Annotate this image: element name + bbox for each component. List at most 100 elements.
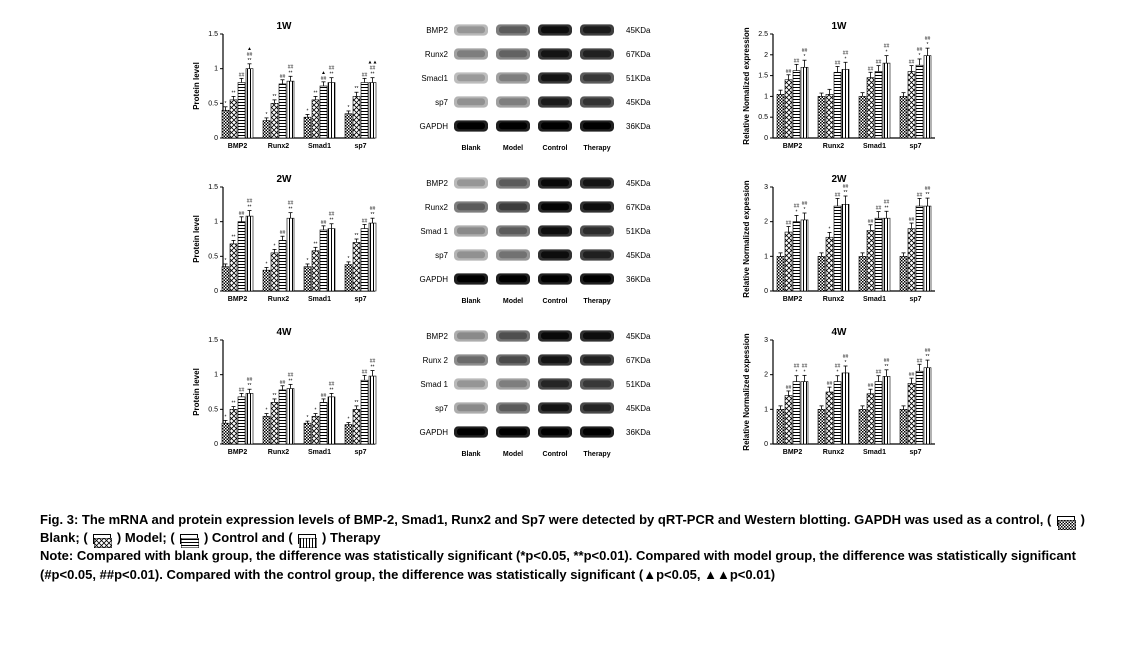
western-blot-4W: BMP245KDaRunx 267KDaSmad 151KDasp745KDaG… — [409, 326, 709, 471]
svg-text:36KDa: 36KDa — [626, 428, 651, 437]
svg-text:Runx2: Runx2 — [267, 296, 289, 303]
svg-text:45KDa: 45KDa — [626, 404, 651, 413]
svg-text:*: * — [803, 54, 805, 60]
svg-text:GAPDH: GAPDH — [419, 428, 448, 437]
svg-text:**: ** — [313, 90, 317, 96]
figure-container: 1W00.511.5Protein level***##▲##**BMP2***… — [0, 0, 1127, 604]
svg-text:*: * — [844, 360, 846, 366]
svg-text:*: * — [224, 101, 226, 107]
svg-text:##: ## — [834, 192, 840, 198]
svg-text:2: 2 — [764, 372, 768, 379]
svg-text:Control: Control — [542, 298, 567, 305]
svg-text:Smacl1: Smacl1 — [421, 74, 448, 83]
svg-text:2: 2 — [764, 52, 768, 59]
svg-text:0: 0 — [764, 441, 768, 448]
svg-text:sp7: sp7 — [354, 449, 366, 456]
svg-text:BMP2: BMP2 — [782, 296, 802, 303]
svg-text:##: ## — [785, 385, 791, 391]
svg-text:4W: 4W — [831, 327, 847, 338]
svg-text:36KDa: 36KDa — [626, 122, 651, 131]
svg-text:Protein level: Protein level — [192, 62, 201, 110]
svg-text:*: * — [795, 209, 797, 215]
svg-text:##: ## — [238, 387, 244, 393]
svg-text:Runx2: Runx2 — [424, 203, 448, 212]
svg-text:sp7: sp7 — [354, 296, 366, 303]
svg-text:1: 1 — [214, 219, 218, 226]
svg-text:1: 1 — [764, 406, 768, 413]
legend-swatch-blank — [1057, 516, 1075, 526]
svg-text:BMP2: BMP2 — [227, 296, 247, 303]
svg-text:**: ** — [354, 86, 358, 92]
svg-text:67KDa: 67KDa — [626, 356, 651, 365]
svg-text:##: ## — [279, 74, 285, 80]
svg-text:*: * — [347, 417, 349, 423]
svg-text:Smad 1: Smad 1 — [420, 380, 448, 389]
caption-text-1c: ) Model; ( — [117, 530, 175, 545]
svg-text:2: 2 — [764, 219, 768, 226]
svg-text:BMP2: BMP2 — [426, 26, 448, 35]
svg-text:*: * — [926, 42, 928, 48]
svg-text:**: ** — [354, 400, 358, 406]
svg-text:sp7: sp7 — [909, 449, 921, 456]
svg-text:GAPDH: GAPDH — [419, 122, 448, 131]
svg-text:**: ** — [884, 205, 888, 211]
svg-text:**: ** — [370, 72, 374, 78]
svg-text:GAPDH: GAPDH — [419, 275, 448, 284]
svg-text:**: ** — [925, 192, 929, 198]
svg-text:Blank: Blank — [461, 451, 480, 458]
svg-text:BMP2: BMP2 — [782, 143, 802, 150]
svg-text:BMP2: BMP2 — [426, 332, 448, 341]
svg-text:**: ** — [272, 393, 276, 399]
svg-text:##: ## — [361, 369, 367, 375]
svg-text:##: ## — [875, 370, 881, 376]
svg-text:**: ** — [925, 354, 929, 360]
svg-text:Runx2: Runx2 — [267, 449, 289, 456]
svg-text:Blank: Blank — [461, 145, 480, 152]
svg-text:##: ## — [361, 218, 367, 224]
svg-text:*: * — [347, 256, 349, 262]
svg-text:*: * — [885, 50, 887, 56]
svg-text:1: 1 — [764, 93, 768, 100]
svg-text:##: ## — [867, 66, 873, 72]
mrna-chart-1W: 1W00.511.522.5Relative Nomalized express… — [739, 20, 939, 165]
svg-text:45KDa: 45KDa — [626, 179, 651, 188]
svg-text:Protein level: Protein level — [192, 215, 201, 263]
svg-text:Model: Model — [502, 451, 522, 458]
protein-chart-4W: 4W00.511.5Protein level***####**BMP2***#… — [189, 326, 379, 471]
svg-text:Runx2: Runx2 — [424, 50, 448, 59]
svg-text:Smad1: Smad1 — [308, 449, 331, 456]
svg-text:*: * — [844, 56, 846, 62]
svg-text:##: ## — [785, 221, 791, 227]
svg-text:BMP2: BMP2 — [426, 179, 448, 188]
western-blot-1W: BMP245KDaRunx267KDaSmacl151KDasp745KDaGA… — [409, 20, 709, 165]
svg-text:Therapy: Therapy — [583, 298, 610, 305]
svg-text:0: 0 — [764, 288, 768, 295]
svg-text:**: ** — [288, 207, 292, 213]
svg-text:*: * — [795, 370, 797, 376]
figure-caption: Fig. 3: The mRNA and protein expression … — [40, 511, 1087, 584]
svg-text:*: * — [836, 370, 838, 376]
svg-text:*: * — [306, 258, 308, 264]
svg-text:36KDa: 36KDa — [626, 275, 651, 284]
svg-text:Protein level: Protein level — [192, 368, 201, 416]
svg-text:Runx2: Runx2 — [822, 143, 844, 150]
svg-text:##: ## — [238, 211, 244, 217]
svg-text:Smad 1: Smad 1 — [420, 227, 448, 236]
svg-text:**: ** — [843, 190, 847, 196]
svg-text:##: ## — [867, 219, 873, 225]
svg-text:##: ## — [875, 206, 881, 212]
svg-text:Relative Normalized expession: Relative Normalized expession — [742, 180, 751, 297]
svg-text:45KDa: 45KDa — [626, 26, 651, 35]
svg-text:2W: 2W — [276, 174, 292, 185]
svg-text:67KDa: 67KDa — [626, 203, 651, 212]
panel-row-4W: 4W00.511.5Protein level***####**BMP2***#… — [40, 326, 1087, 471]
svg-text:1.5: 1.5 — [758, 73, 768, 80]
mrna-chart-2W: 2W0123Relative Normalized expession####*… — [739, 173, 939, 318]
svg-text:**: ** — [370, 212, 374, 218]
protein-chart-2W: 2W00.511.5Protein level***####**BMP2**##… — [189, 173, 379, 318]
svg-text:**: ** — [354, 233, 358, 239]
svg-text:**: ** — [231, 90, 235, 96]
caption-text-1e: ) Therapy — [322, 530, 381, 545]
svg-text:##: ## — [916, 358, 922, 364]
svg-text:51KDa: 51KDa — [626, 380, 651, 389]
